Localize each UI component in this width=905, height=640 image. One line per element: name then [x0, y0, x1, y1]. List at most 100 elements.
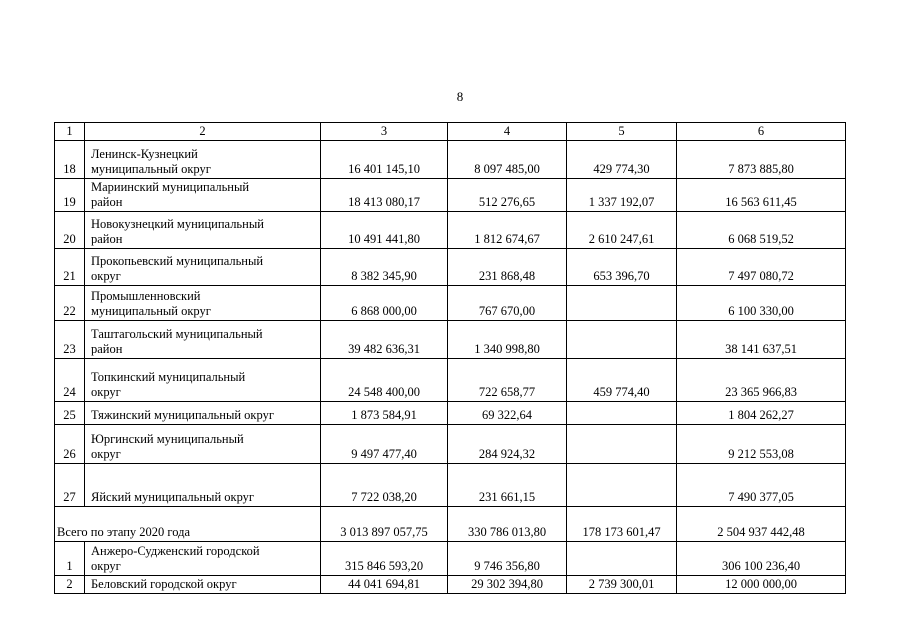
- name-line: Анжеро-Судженский городской: [91, 544, 260, 558]
- header-cell: 4: [447, 122, 567, 141]
- name-line: Таштагольский муниципальный: [91, 327, 263, 341]
- total-c6: 2 504 937 442,48: [676, 506, 846, 542]
- value-c5: 2 610 247,61: [566, 211, 677, 249]
- table-row: 23 Таштагольский муниципальный район 39 482…: [54, 320, 846, 359]
- value-c6: 23 365 966,83: [676, 358, 846, 402]
- value-c4: 29 302 394,80: [447, 575, 567, 594]
- value-c4: 1 340 998,80: [447, 320, 567, 359]
- value-c6: 7 490 377,05: [676, 463, 846, 507]
- name-line: муниципальный округ: [91, 162, 211, 176]
- table-row: 2 Беловский городской округ 44 041 694,81 2…: [54, 575, 846, 594]
- row-number: 26: [54, 424, 85, 464]
- table-row: 25 Тяжинский муниципальный округ 1 873 584…: [54, 401, 846, 425]
- municipality-name: Таштагольский муниципальный район: [84, 320, 321, 359]
- value-c4: 767 670,00: [447, 285, 567, 321]
- name-line: округ: [91, 269, 121, 283]
- value-c4: 69 322,64: [447, 401, 567, 425]
- name-line: Беловский городской округ: [91, 577, 237, 591]
- name-line: Новокузнецкий муниципальный: [91, 217, 264, 231]
- value-c4: 1 812 674,67: [447, 211, 567, 249]
- name-line: муниципальный округ: [91, 304, 211, 318]
- value-c5: [566, 285, 677, 321]
- row-number: 19: [54, 178, 85, 212]
- total-label: Всего по этапу 2020 года: [54, 506, 321, 542]
- municipality-name: Яйский муниципальный округ: [84, 463, 321, 507]
- total-c4: 330 786 013,80: [447, 506, 567, 542]
- name-line: округ: [91, 385, 121, 399]
- table-row: 20 Новокузнецкий муниципальный район 10 491…: [54, 211, 846, 249]
- header-row: 1 2 3 4 5 6: [54, 122, 846, 141]
- table-row: 19 Мариинский муниципальный район 18 413 08…: [54, 178, 846, 212]
- municipality-name: Тяжинский муниципальный округ: [84, 401, 321, 425]
- value-c3: 8 382 345,90: [320, 248, 448, 286]
- name-line: Мариинский муниципальный: [91, 180, 250, 194]
- value-c3: 24 548 400,00: [320, 358, 448, 402]
- budget-table: 1 2 3 4 5 6 18 Ленинск-Кузнецкий муниципал…: [54, 122, 846, 594]
- name-line: Тяжинский муниципальный округ: [91, 408, 274, 422]
- value-c5: [566, 541, 677, 576]
- name-line: район: [91, 342, 123, 356]
- value-c6: 12 000 000,00: [676, 575, 846, 594]
- value-c3: 1 873 584,91: [320, 401, 448, 425]
- row-number: 18: [54, 140, 85, 179]
- row-number: 27: [54, 463, 85, 507]
- value-c6: 6 068 519,52: [676, 211, 846, 249]
- name-line: район: [91, 232, 123, 246]
- municipality-name: Промышленновский муниципальный округ: [84, 285, 321, 321]
- table-row: 27 Яйский муниципальный округ 7 722 038,20…: [54, 463, 846, 507]
- value-c3: 7 722 038,20: [320, 463, 448, 507]
- name-line: Топкинский муниципальный: [91, 370, 246, 384]
- value-c5: 1 337 192,07: [566, 178, 677, 212]
- value-c5: 459 774,40: [566, 358, 677, 402]
- row-number: 24: [54, 358, 85, 402]
- value-c6: 38 141 637,51: [676, 320, 846, 359]
- value-c4: 9 746 356,80: [447, 541, 567, 576]
- total-c3: 3 013 897 057,75: [320, 506, 448, 542]
- table-row: 1 Анжеро-Судженский городской округ 315 846…: [54, 541, 846, 576]
- municipality-name: Юргинский муниципальный округ: [84, 424, 321, 464]
- value-c3: 315 846 593,20: [320, 541, 448, 576]
- value-c3: 39 482 636,31: [320, 320, 448, 359]
- municipality-name: Топкинский муниципальный округ: [84, 358, 321, 402]
- value-c6: 306 100 236,40: [676, 541, 846, 576]
- name-line: Яйский муниципальный округ: [91, 490, 255, 504]
- name-line: Ленинск-Кузнецкий: [91, 147, 198, 161]
- header-cell: 5: [566, 122, 677, 141]
- value-c6: 7 873 885,80: [676, 140, 846, 179]
- value-c3: 18 413 080,17: [320, 178, 448, 212]
- value-c4: 231 868,48: [447, 248, 567, 286]
- value-c5: [566, 401, 677, 425]
- municipality-name: Мариинский муниципальный район: [84, 178, 321, 212]
- value-c5: [566, 424, 677, 464]
- municipality-name: Анжеро-Судженский городской округ: [84, 541, 321, 576]
- value-c4: 8 097 485,00: [447, 140, 567, 179]
- value-c5: [566, 463, 677, 507]
- table-row: 24 Топкинский муниципальный округ 24 548 40…: [54, 358, 846, 402]
- value-c5: [566, 320, 677, 359]
- value-c4: 512 276,65: [447, 178, 567, 212]
- table-row: 18 Ленинск-Кузнецкий муниципальный округ 16…: [54, 140, 846, 179]
- name-line: округ: [91, 559, 121, 573]
- row-number: 2: [54, 575, 85, 594]
- row-number: 20: [54, 211, 85, 249]
- page-number: 8: [456, 89, 464, 104]
- municipality-name: Новокузнецкий муниципальный район: [84, 211, 321, 249]
- value-c3: 44 041 694,81: [320, 575, 448, 594]
- row-number: 23: [54, 320, 85, 359]
- row-number: 25: [54, 401, 85, 425]
- value-c4: 231 661,15: [447, 463, 567, 507]
- value-c6: 16 563 611,45: [676, 178, 846, 212]
- header-cell: 1: [54, 122, 85, 141]
- value-c3: 16 401 145,10: [320, 140, 448, 179]
- header-cell: 2: [84, 122, 321, 141]
- municipality-name: Прокопьевский муниципальный округ: [84, 248, 321, 286]
- value-c3: 9 497 477,40: [320, 424, 448, 464]
- name-line: округ: [91, 447, 121, 461]
- table-row: 26 Юргинский муниципальный округ 9 497 477,…: [54, 424, 846, 464]
- row-number: 21: [54, 248, 85, 286]
- name-line: Промышленновский: [91, 289, 201, 303]
- row-number: 1: [54, 541, 85, 576]
- total-c5: 178 173 601,47: [566, 506, 677, 542]
- value-c5: 653 396,70: [566, 248, 677, 286]
- total-row: Всего по этапу 2020 года 3 013 897 057,75…: [54, 506, 846, 542]
